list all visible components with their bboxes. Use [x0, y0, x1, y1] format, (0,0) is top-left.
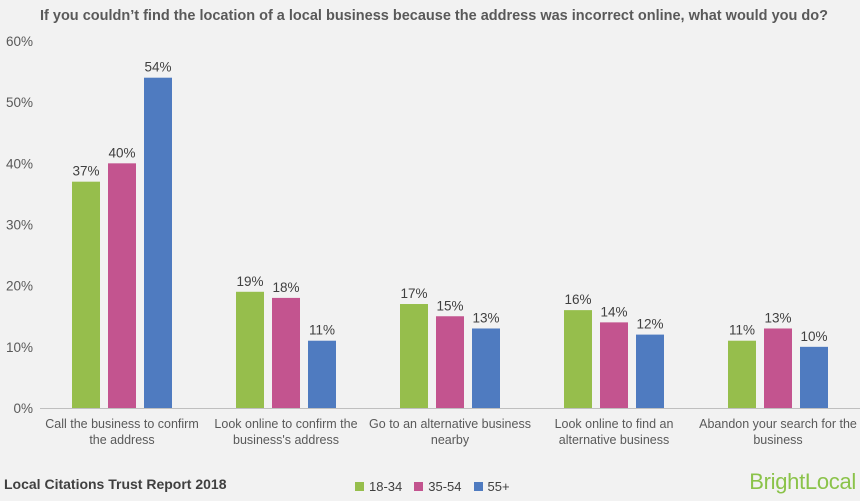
x-category-label: Look online to find an: [555, 417, 674, 431]
bar: [108, 163, 136, 408]
legend-swatch: [414, 482, 424, 491]
bar: [308, 340, 336, 408]
bar: [236, 291, 264, 408]
data-label: 18%: [272, 280, 299, 295]
x-category-label: business: [753, 433, 802, 447]
legend-item: 55+: [473, 479, 510, 494]
data-label: 10%: [800, 329, 827, 344]
report-name: Local Citations Trust Report 2018: [4, 476, 227, 492]
x-category-label: nearby: [431, 433, 470, 447]
legend-swatch: [355, 482, 364, 491]
data-label: 54%: [144, 60, 171, 75]
legend-label: 18-34: [369, 479, 403, 494]
bar: [472, 328, 500, 408]
bar: [400, 304, 428, 408]
bar: [728, 340, 756, 408]
y-tick-label: 0%: [13, 401, 33, 416]
legend-swatch: [473, 482, 483, 491]
bar: [144, 77, 172, 408]
legend: 18-34 35-54 55+: [355, 479, 510, 494]
data-label: 11%: [729, 323, 755, 338]
legend-label: 55+: [487, 479, 510, 494]
data-label: 12%: [636, 317, 663, 332]
y-tick-label: 20%: [6, 279, 33, 294]
data-label: 14%: [600, 304, 627, 319]
bar: [564, 310, 592, 408]
brand-logo: BrightLocal: [749, 469, 856, 494]
bar: [436, 316, 464, 408]
y-tick-label: 60%: [6, 34, 33, 49]
x-category-label: alternative business: [559, 433, 669, 447]
bar: [636, 334, 664, 408]
x-category-label: Call the business to confirm: [45, 417, 199, 431]
x-category-label: business's address: [233, 433, 339, 447]
x-category-label: Go to an alternative business: [369, 417, 531, 431]
data-label: 37%: [72, 164, 99, 179]
data-label: 13%: [472, 310, 499, 325]
y-tick-label: 50%: [6, 95, 33, 110]
bar: [800, 346, 828, 408]
data-label: 40%: [108, 145, 135, 160]
y-tick-label: 40%: [6, 156, 33, 171]
y-tick-label: 10%: [6, 340, 33, 355]
x-category-label: the address: [89, 433, 154, 447]
data-label: 15%: [436, 298, 463, 313]
data-label: 13%: [764, 310, 791, 325]
bar: [600, 322, 628, 408]
data-label: 11%: [309, 323, 335, 338]
data-label: 17%: [400, 286, 427, 301]
legend-label: 35-54: [428, 479, 462, 494]
legend-item: 18-34: [355, 479, 402, 494]
bar: [72, 181, 100, 408]
y-tick-label: 30%: [6, 218, 33, 233]
legend-item: 35-54: [414, 479, 462, 494]
data-label: 16%: [564, 292, 591, 307]
x-category-label: Abandon your search for the: [699, 417, 857, 431]
chart-title: If you couldn’t find the location of a l…: [40, 8, 828, 24]
bar: [272, 297, 300, 408]
bar-chart: 0% 10% 20% 30% 40% 50% 60% 37% 40% 54% Call the bu…: [6, 34, 860, 447]
x-category-label: Look online to confirm the: [214, 417, 357, 431]
bar: [764, 328, 792, 408]
data-label: 19%: [236, 274, 263, 289]
